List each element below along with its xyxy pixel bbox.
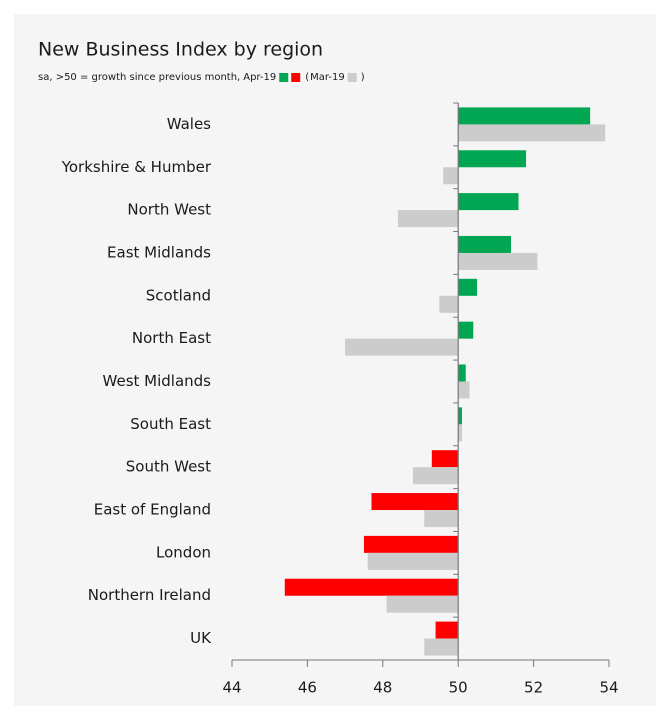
y-tick-label: Yorkshire & Humber — [61, 158, 212, 176]
bar — [458, 364, 466, 382]
bar — [284, 578, 459, 596]
y-tick-label: East Midlands — [107, 243, 211, 261]
bar — [439, 295, 459, 313]
y-tick-label: North West — [127, 201, 211, 219]
y-tick-label: London — [156, 543, 211, 561]
bar — [363, 535, 459, 553]
bar — [458, 235, 511, 253]
bar — [458, 278, 478, 296]
y-tick-label: West Midlands — [103, 372, 212, 390]
bar — [458, 150, 527, 168]
y-tick-label: South West — [126, 458, 211, 476]
bar — [458, 321, 474, 339]
y-tick-label: East of England — [94, 501, 211, 519]
x-tick-label: 44 — [222, 679, 241, 697]
bar — [431, 450, 459, 468]
bar — [412, 467, 459, 485]
subtitle: sa, >50 = growth since previous month, — [38, 72, 240, 83]
y-tick-label: North East — [132, 329, 211, 347]
legend-label: Mar-19 — [310, 72, 345, 83]
bar — [458, 381, 470, 399]
chart-title: New Business Index by region — [38, 39, 323, 61]
x-tick-label: 52 — [524, 679, 543, 697]
bar — [443, 167, 459, 185]
bar — [424, 510, 459, 528]
bar — [386, 595, 459, 613]
y-tick-label: Northern Ireland — [88, 586, 211, 604]
bar — [367, 552, 459, 570]
bar — [424, 638, 459, 656]
bar — [345, 338, 459, 356]
bar — [458, 124, 606, 142]
bar — [458, 424, 462, 442]
x-tick-label: 48 — [373, 679, 392, 697]
x-tick-label: 54 — [599, 679, 618, 697]
bar — [371, 493, 459, 511]
legend-paren: ( — [305, 72, 309, 83]
bar — [435, 621, 459, 639]
bar — [458, 252, 538, 270]
bar — [458, 107, 591, 125]
y-tick-label: UK — [190, 629, 212, 647]
bar — [458, 193, 519, 211]
bar — [397, 210, 459, 228]
bar — [458, 407, 462, 425]
legend-paren: ) — [361, 72, 365, 83]
legend-swatch — [347, 73, 357, 82]
legend-label: Apr-19 — [243, 72, 276, 83]
y-tick-label: Scotland — [146, 286, 211, 304]
y-tick-label: South East — [130, 415, 211, 433]
legend-swatch — [279, 73, 289, 82]
x-tick-label: 50 — [449, 679, 468, 697]
legend-swatch — [291, 73, 301, 82]
y-tick-label: Wales — [167, 115, 211, 133]
x-tick-label: 46 — [298, 679, 317, 697]
